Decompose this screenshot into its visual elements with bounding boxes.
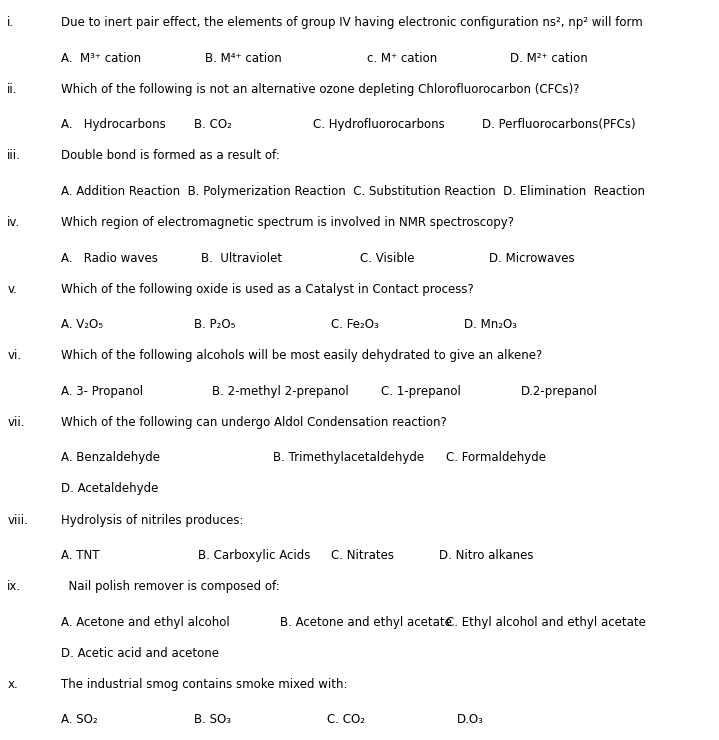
Text: D. Perfluorocarbons(PFCs): D. Perfluorocarbons(PFCs): [482, 118, 636, 132]
Text: D.2-prepanol: D.2-prepanol: [521, 385, 598, 398]
Text: i.: i.: [7, 16, 14, 30]
Text: B. M⁴⁺ cation: B. M⁴⁺ cation: [205, 52, 282, 65]
Text: B.  Ultraviolet: B. Ultraviolet: [201, 252, 283, 265]
Text: x.: x.: [7, 678, 18, 691]
Text: D. Acetaldehyde: D. Acetaldehyde: [61, 482, 158, 496]
Text: Due to inert pair effect, the elements of group IV having electronic configurati: Due to inert pair effect, the elements o…: [61, 16, 643, 30]
Text: D. Nitro alkanes: D. Nitro alkanes: [439, 549, 533, 562]
Text: C. 1-prepanol: C. 1-prepanol: [381, 385, 461, 398]
Text: vi.: vi.: [7, 349, 22, 363]
Text: B. SO₃: B. SO₃: [194, 713, 231, 727]
Text: D.O₃: D.O₃: [457, 713, 483, 727]
Text: B. Acetone and ethyl acetate: B. Acetone and ethyl acetate: [280, 616, 452, 629]
Text: ix.: ix.: [7, 580, 22, 593]
Text: B. P₂O₅: B. P₂O₅: [194, 318, 236, 332]
Text: Which of the following can undergo Aldol Condensation reaction?: Which of the following can undergo Aldol…: [61, 416, 447, 429]
Text: Which region of electromagnetic spectrum is involved in NMR spectroscopy?: Which region of electromagnetic spectrum…: [61, 216, 514, 229]
Text: Nail polish remover is composed of:: Nail polish remover is composed of:: [61, 580, 280, 593]
Text: D. Mn₂O₃: D. Mn₂O₃: [464, 318, 517, 332]
Text: A.   Radio waves: A. Radio waves: [61, 252, 158, 265]
Text: B. Carboxylic Acids: B. Carboxylic Acids: [198, 549, 310, 562]
Text: A. Benzaldehyde: A. Benzaldehyde: [61, 451, 160, 465]
Text: ii.: ii.: [7, 83, 18, 96]
Text: D. M²⁺ cation: D. M²⁺ cation: [510, 52, 588, 65]
Text: B. 2-methyl 2-prepanol: B. 2-methyl 2-prepanol: [212, 385, 349, 398]
Text: C. Visible: C. Visible: [360, 252, 414, 265]
Text: A.  M³⁺ cation: A. M³⁺ cation: [61, 52, 141, 65]
Text: viii.: viii.: [7, 514, 28, 527]
Text: The industrial smog contains smoke mixed with:: The industrial smog contains smoke mixed…: [61, 678, 347, 691]
Text: C. Ethyl alcohol and ethyl acetate: C. Ethyl alcohol and ethyl acetate: [446, 616, 646, 629]
Text: vii.: vii.: [7, 416, 24, 429]
Text: Hydrolysis of nitriles produces:: Hydrolysis of nitriles produces:: [61, 514, 244, 527]
Text: A. 3- Propanol: A. 3- Propanol: [61, 385, 143, 398]
Text: A. SO₂: A. SO₂: [61, 713, 98, 727]
Text: Double bond is formed as a result of:: Double bond is formed as a result of:: [61, 149, 280, 163]
Text: A.   Hydrocarbons: A. Hydrocarbons: [61, 118, 166, 132]
Text: D. Acetic acid and acetone: D. Acetic acid and acetone: [61, 647, 219, 660]
Text: Which of the following oxide is used as a Catalyst in Contact process?: Which of the following oxide is used as …: [61, 283, 474, 296]
Text: iv.: iv.: [7, 216, 20, 229]
Text: A. TNT: A. TNT: [61, 549, 100, 562]
Text: C. Hydrofluorocarbons: C. Hydrofluorocarbons: [313, 118, 444, 132]
Text: A. Addition Reaction  B. Polymerization Reaction  C. Substitution Reaction  D. E: A. Addition Reaction B. Polymerization R…: [61, 185, 645, 198]
Text: C. Fe₂O₃: C. Fe₂O₃: [331, 318, 378, 332]
Text: A. V₂O₅: A. V₂O₅: [61, 318, 103, 332]
Text: iii.: iii.: [7, 149, 21, 163]
Text: Which of the following is not an alternative ozone depleting Chlorofluorocarbon : Which of the following is not an alterna…: [61, 83, 580, 96]
Text: v.: v.: [7, 283, 17, 296]
Text: D. Microwaves: D. Microwaves: [489, 252, 574, 265]
Text: C. Nitrates: C. Nitrates: [331, 549, 394, 562]
Text: c. M⁺ cation: c. M⁺ cation: [367, 52, 437, 65]
Text: C. CO₂: C. CO₂: [327, 713, 365, 727]
Text: Which of the following alcohols will be most easily dehydrated to give an alkene: Which of the following alcohols will be …: [61, 349, 542, 363]
Text: B. CO₂: B. CO₂: [194, 118, 232, 132]
Text: C. Formaldehyde: C. Formaldehyde: [446, 451, 546, 465]
Text: A. Acetone and ethyl alcohol: A. Acetone and ethyl alcohol: [61, 616, 230, 629]
Text: B. Trimethylacetaldehyde: B. Trimethylacetaldehyde: [273, 451, 424, 465]
